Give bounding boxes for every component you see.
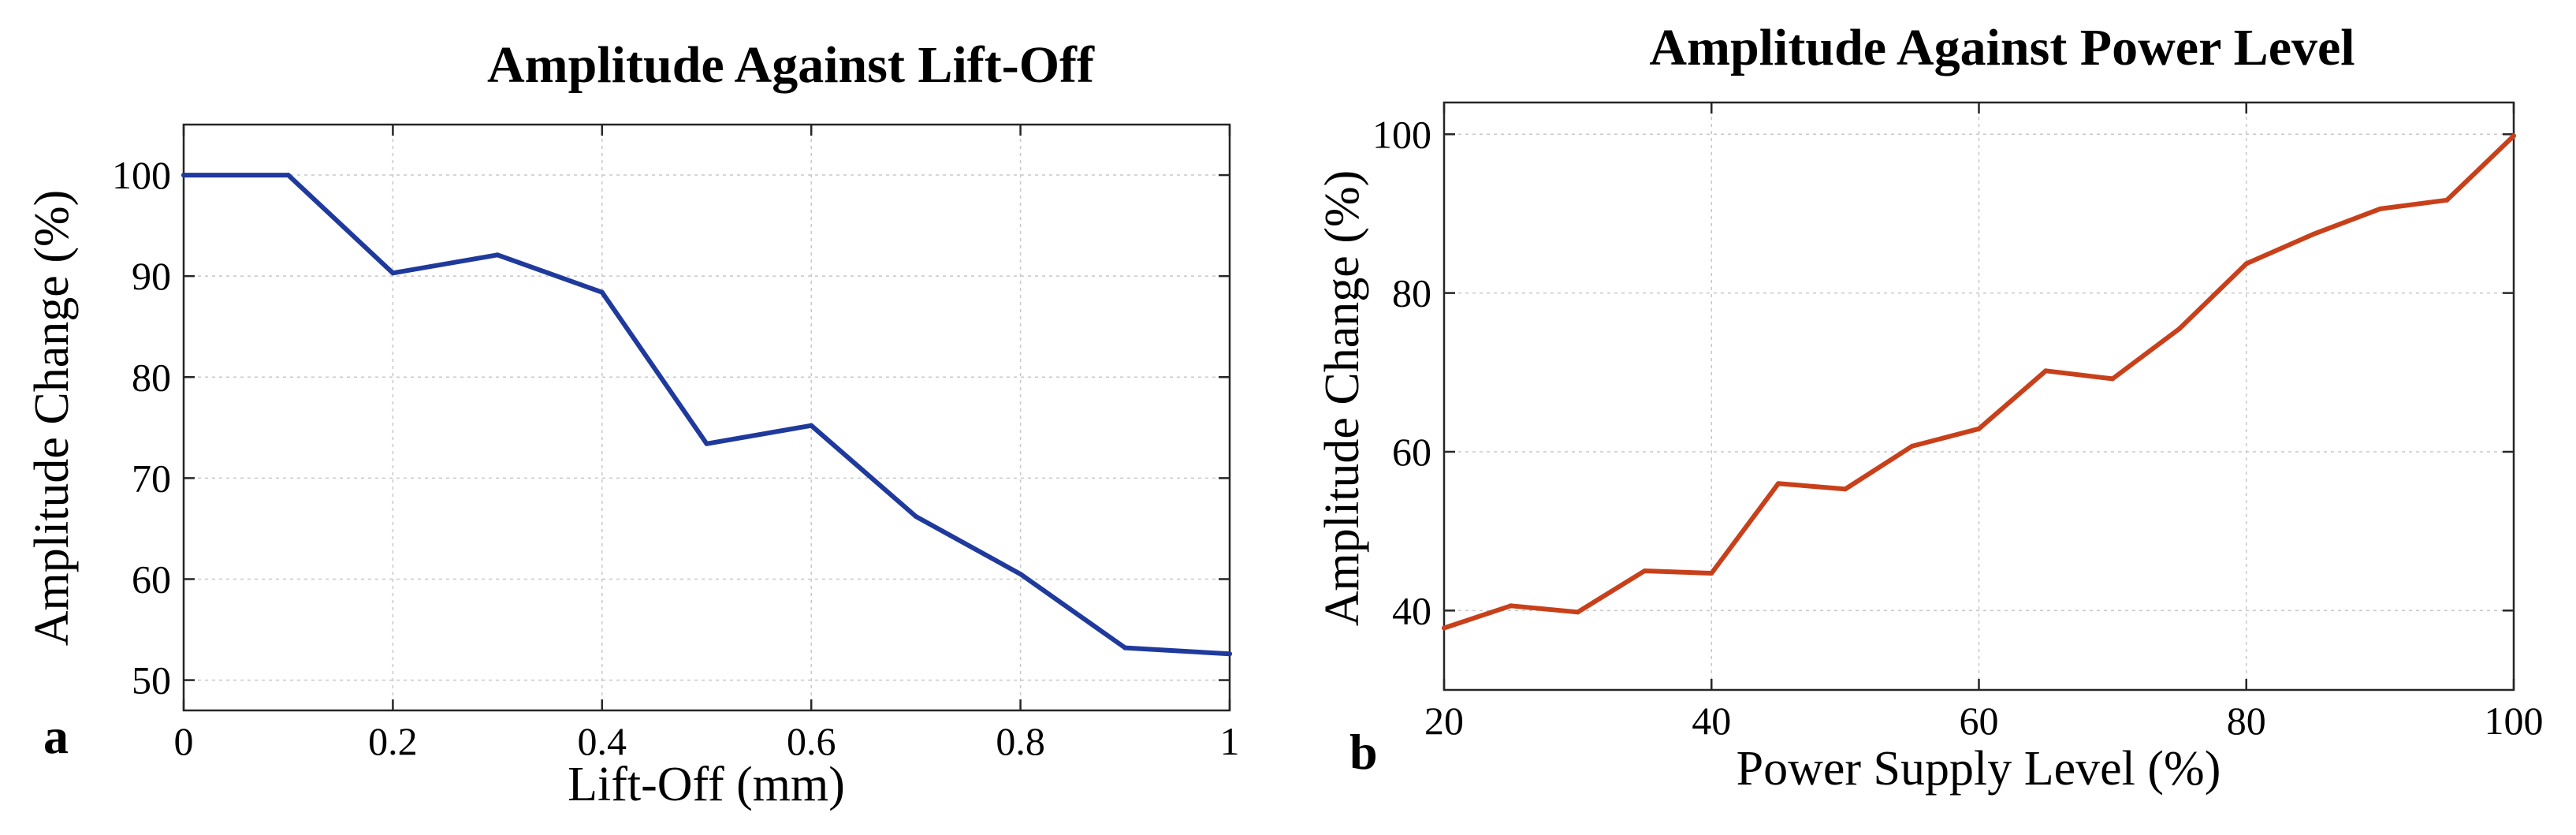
y-axis-label: Amplitude Change (%) (1316, 170, 1369, 627)
y-axis-label: Amplitude Change (%) (25, 190, 79, 647)
data-point (1508, 603, 1513, 609)
x-tick-label: 1 (1220, 719, 1240, 763)
chart-power-level: Amplitude Against Power Level 20 40 60 80 10… (1316, 19, 2544, 796)
data-point (2110, 376, 2116, 382)
data-point (1122, 645, 1128, 650)
chart-title: Amplitude Against Power Level (1649, 19, 2355, 76)
x-tick-label: 60 (1960, 699, 1999, 743)
data-point (1709, 571, 1714, 576)
data-point (1018, 572, 1023, 577)
panel-label: b (1349, 724, 1378, 780)
x-axis-label: Lift-Off (mm) (568, 758, 845, 811)
grid (184, 125, 1230, 710)
x-tick-label: 20 (1424, 699, 1464, 743)
x-tick-label: 100 (2485, 699, 2544, 743)
y-tick-label: 80 (132, 355, 171, 399)
data-point (1776, 481, 1781, 486)
y-tick-label: 60 (132, 557, 171, 601)
data-point (809, 423, 814, 428)
series-line (181, 173, 1232, 657)
x-tick-label: 0 (174, 719, 194, 763)
ticks (182, 125, 1231, 710)
data-point (1442, 625, 1446, 631)
x-tick-label: 40 (1692, 699, 1731, 743)
data-point (2043, 368, 2049, 374)
y-tick-label: 70 (132, 456, 171, 500)
y-tick-label: 100 (112, 153, 171, 197)
tick-labels: 20 40 60 80 100 40 60 80 100 (1372, 112, 2544, 743)
data-point (2176, 326, 2182, 331)
x-tick-label: 0.4 (578, 719, 627, 763)
y-tick-label: 100 (1372, 112, 1431, 156)
data-point (495, 252, 501, 258)
y-tick-label: 60 (1392, 430, 1431, 474)
data-point (913, 514, 918, 520)
y-tick-label: 50 (132, 658, 171, 703)
data-point (599, 289, 605, 295)
ticks (1442, 103, 2515, 690)
data-point (2243, 261, 2249, 267)
y-tick-label: 80 (1392, 271, 1431, 315)
x-tick-label: 0.2 (368, 719, 418, 763)
data-point (1575, 609, 1580, 615)
x-tick-label: 80 (2227, 699, 2266, 743)
grid (1444, 103, 2514, 690)
data-point (2444, 197, 2450, 203)
data-point (704, 441, 709, 446)
x-axis-label: Power Supply Level (%) (1737, 742, 2221, 796)
x-tick-label: 0.8 (996, 719, 1045, 763)
data-point (1909, 443, 1915, 449)
data-point (285, 173, 291, 178)
data-point (1842, 486, 1848, 492)
chart-title: Amplitude Against Lift-Off (487, 36, 1095, 94)
data-point (2377, 206, 2383, 211)
data-point (2310, 232, 2316, 237)
panel-label: a (43, 708, 69, 764)
tick-labels: 0 0.2 0.4 0.6 0.8 1 50 60 70 80 90 100 (112, 153, 1240, 763)
x-tick-label: 0.6 (787, 719, 836, 763)
series-layer (1442, 133, 2516, 631)
data-point (390, 270, 396, 276)
y-tick-label: 90 (132, 254, 171, 298)
series-layer (181, 173, 1232, 657)
data-point (1642, 568, 1647, 573)
plot-area (182, 123, 1231, 712)
chart-lift-off: Amplitude Against Lift-Off 0 0.2 0.4 0.6 0.8… (25, 36, 1240, 811)
data-point (1227, 651, 1232, 657)
data-point (181, 173, 186, 178)
data-point (1976, 426, 1982, 431)
data-point (2511, 133, 2516, 139)
y-tick-label: 40 (1392, 588, 1431, 632)
